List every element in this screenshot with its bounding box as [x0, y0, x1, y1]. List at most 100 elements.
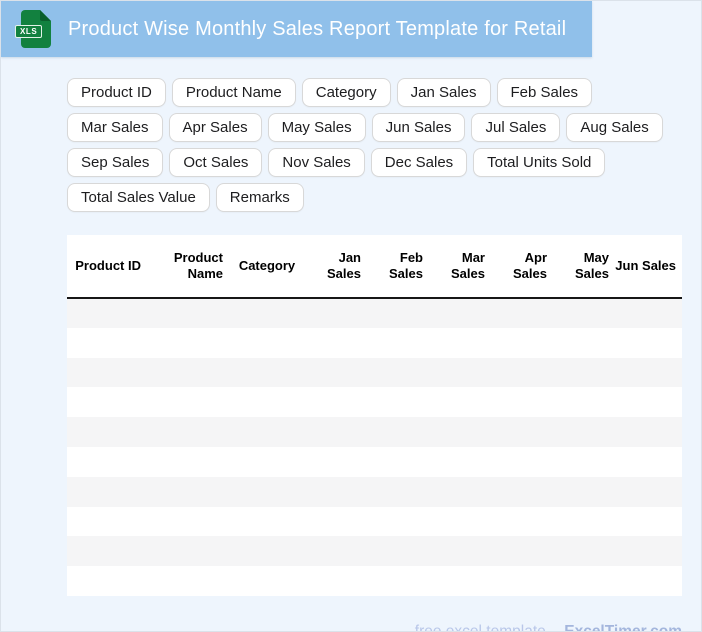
table-cell	[429, 507, 491, 537]
exceltimer-brand-link[interactable]: ExcelTimer.com	[564, 622, 682, 632]
column-tag-may-sales[interactable]: May Sales	[267, 113, 366, 142]
table-cell	[67, 476, 147, 507]
table-cell	[229, 328, 305, 358]
table-cell	[67, 507, 147, 537]
column-tag-total-units-sold[interactable]: Total Units Sold	[473, 148, 606, 177]
table-cell	[229, 536, 305, 567]
table-cell	[429, 328, 491, 358]
table-row	[67, 536, 682, 567]
table-cell	[429, 417, 491, 447]
table-cell	[67, 357, 147, 388]
table-cell	[147, 536, 229, 567]
column-tag-jan-sales[interactable]: Jan Sales	[396, 78, 491, 107]
table-cell	[367, 328, 429, 358]
table-cell	[429, 447, 491, 477]
table-cell	[615, 507, 682, 537]
table-cell	[147, 417, 229, 447]
xls-badge-label: XLS	[15, 25, 43, 39]
column-tag-nov-sales[interactable]: Nov Sales	[268, 148, 365, 177]
table-cell	[67, 387, 147, 417]
page-title: Product Wise Monthly Sales Report Templa…	[68, 17, 567, 40]
table-cell	[147, 447, 229, 477]
table-cell	[67, 566, 147, 596]
column-header-apr-sales: Apr Sales	[491, 235, 553, 299]
table-cell	[491, 507, 553, 537]
column-tag-apr-sales[interactable]: Apr Sales	[168, 113, 262, 142]
table-cell	[305, 387, 367, 417]
table-cell	[305, 507, 367, 537]
table-cell	[367, 298, 429, 328]
column-header-feb-sales: Feb Sales	[367, 235, 429, 299]
table-cell	[367, 447, 429, 477]
table-cell	[553, 566, 615, 596]
table-row	[67, 447, 682, 477]
column-tag-dec-sales[interactable]: Dec Sales	[370, 148, 468, 177]
column-tag-aug-sales[interactable]: Aug Sales	[566, 113, 663, 142]
column-header-category: Category	[229, 235, 305, 299]
table-cell	[229, 387, 305, 417]
table-cell	[429, 357, 491, 388]
column-tag-oct-sales[interactable]: Oct Sales	[169, 148, 263, 177]
column-tag-jul-sales[interactable]: Jul Sales	[471, 113, 561, 142]
table-cell	[491, 566, 553, 596]
table-cell	[67, 536, 147, 567]
table-row	[67, 298, 682, 328]
table-cell	[491, 417, 553, 447]
table-cell	[615, 417, 682, 447]
footer: free excel template - ExcelTimer.com	[67, 622, 682, 632]
table-cell	[553, 328, 615, 358]
table-cell	[305, 476, 367, 507]
table-cell	[615, 357, 682, 388]
title-bar: XLS Product Wise Monthly Sales Report Te…	[1, 1, 592, 57]
table-cell	[67, 298, 147, 328]
table-cell	[229, 357, 305, 388]
table-row	[67, 387, 682, 417]
table-cell	[367, 357, 429, 388]
table-cell	[147, 387, 229, 417]
column-tag-total-sales-value[interactable]: Total Sales Value	[67, 183, 210, 212]
column-tag-remarks[interactable]: Remarks	[215, 183, 304, 212]
table-cell	[305, 447, 367, 477]
table-cell	[67, 447, 147, 477]
column-tag-feb-sales[interactable]: Feb Sales	[496, 78, 593, 107]
table-row	[67, 357, 682, 388]
footer-caption: free excel template -	[414, 622, 556, 632]
column-tag-jun-sales[interactable]: Jun Sales	[371, 113, 466, 142]
column-tag-category[interactable]: Category	[301, 78, 391, 107]
table-cell	[305, 298, 367, 328]
table-cell	[491, 387, 553, 417]
column-header-product-name: Product Name	[147, 235, 229, 299]
column-tag-product-name[interactable]: Product Name	[171, 78, 296, 107]
table-cell	[305, 536, 367, 567]
table-header-row: Product ID Product Name Category Jan Sales F…	[67, 235, 682, 299]
sales-report-table: Product ID Product Name Category Jan Sales F…	[67, 235, 682, 596]
table-cell	[553, 417, 615, 447]
table-cell	[229, 447, 305, 477]
table-row	[67, 328, 682, 358]
column-tag-product-id[interactable]: Product ID	[67, 78, 166, 107]
sales-table-container: Product ID Product Name Category Jan Sales F…	[67, 235, 682, 596]
column-tag-mar-sales[interactable]: Mar Sales	[67, 113, 163, 142]
table-cell	[491, 357, 553, 388]
table-cell	[229, 476, 305, 507]
table-cell	[367, 536, 429, 567]
table-cell	[147, 357, 229, 388]
table-row	[67, 566, 682, 596]
table-cell	[615, 566, 682, 596]
table-cell	[147, 507, 229, 537]
table-cell	[553, 536, 615, 567]
column-header-mar-sales: Mar Sales	[429, 235, 491, 299]
table-cell	[553, 298, 615, 328]
table-cell	[67, 328, 147, 358]
table-cell	[429, 298, 491, 328]
table-cell	[147, 298, 229, 328]
xls-file-icon: XLS	[15, 10, 51, 48]
table-cell	[305, 357, 367, 388]
table-cell	[229, 566, 305, 596]
column-tag-sep-sales[interactable]: Sep Sales	[67, 148, 164, 177]
table-cell	[147, 328, 229, 358]
column-header-jan-sales: Jan Sales	[305, 235, 367, 299]
table-cell	[615, 476, 682, 507]
table-row	[67, 417, 682, 447]
table-cell	[229, 507, 305, 537]
